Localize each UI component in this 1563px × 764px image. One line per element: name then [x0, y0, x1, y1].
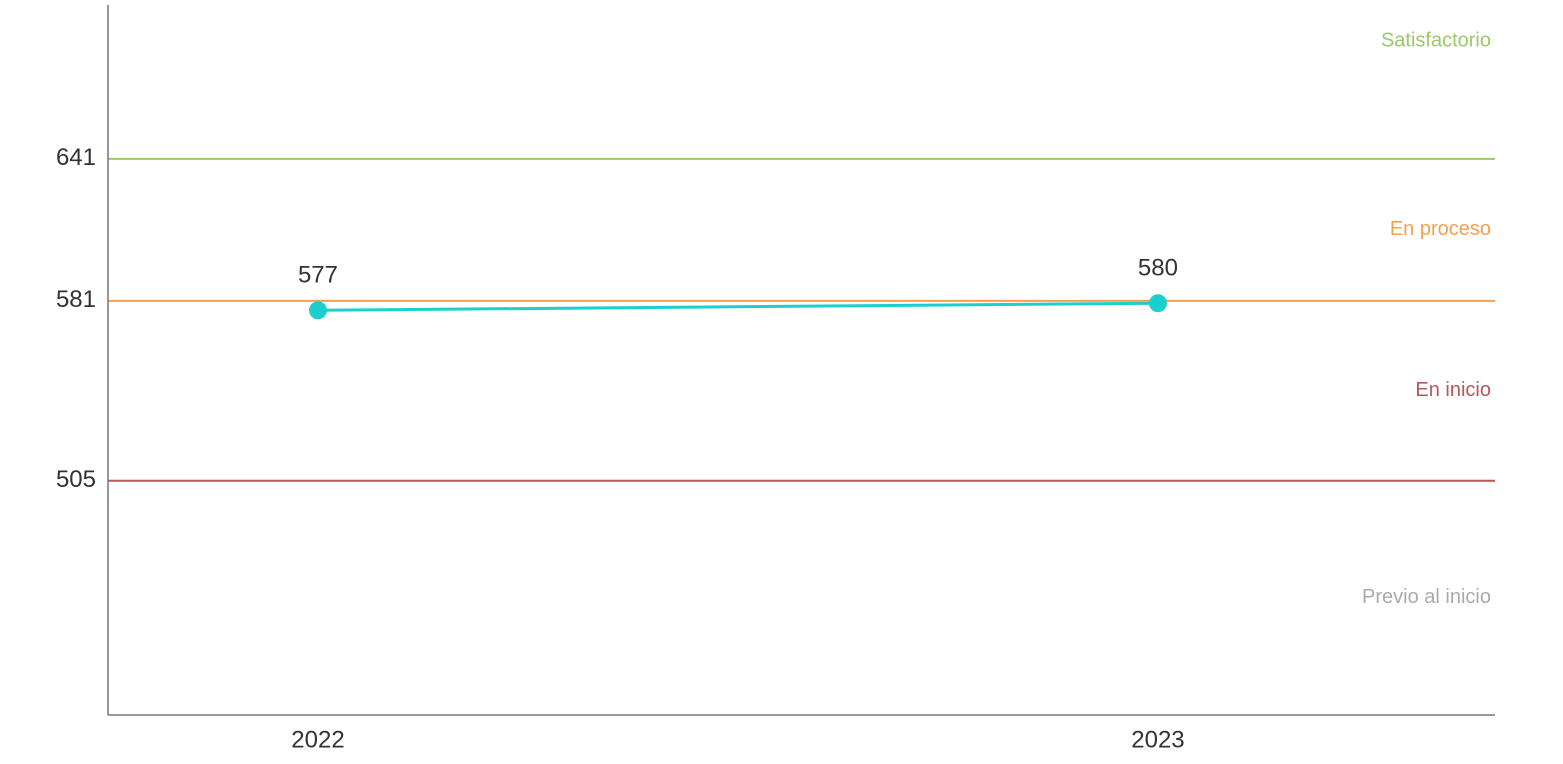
- data-point: [308, 301, 327, 320]
- y-tick-label: 581: [56, 286, 96, 313]
- band-label: En proceso: [1390, 218, 1491, 240]
- band-label: En inicio: [1415, 379, 1491, 401]
- y-tick-label: 505: [56, 466, 96, 493]
- x-tick-label: 2022: [291, 726, 344, 753]
- band-label: Satisfactorio: [1381, 29, 1491, 51]
- data-line: [317, 301, 1158, 312]
- data-label: 580: [1138, 255, 1178, 282]
- data-label: 577: [298, 262, 338, 289]
- band-label: Previo al inicio: [1362, 586, 1491, 608]
- y-tick-label: 641: [56, 144, 96, 171]
- data-point: [1148, 294, 1167, 313]
- x-tick-label: 2023: [1131, 726, 1184, 753]
